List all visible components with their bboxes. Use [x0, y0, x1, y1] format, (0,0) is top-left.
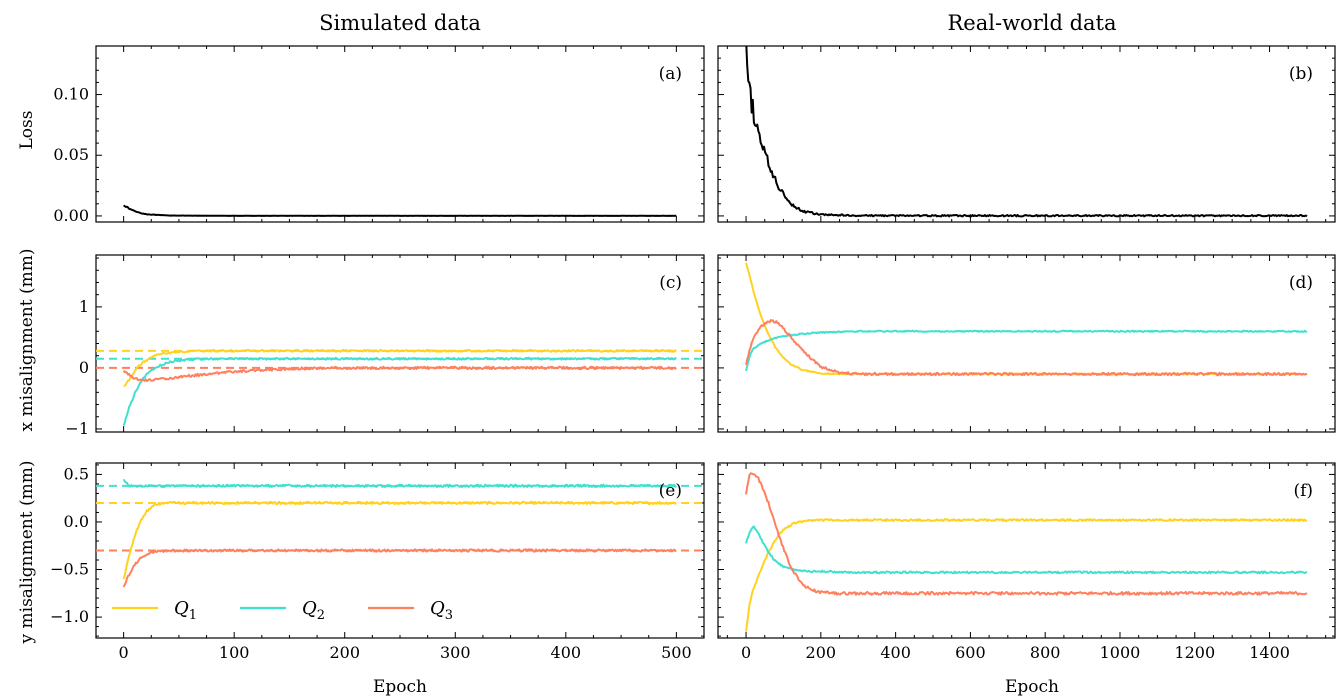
series-line-Q3 — [745, 472, 1308, 596]
panel-f: 0 200 400 600 800 1000 1200 1400 (f) — [717, 462, 1336, 662]
x-tick-label-f: 1200 — [1174, 643, 1215, 662]
series-line-Q2 — [745, 329, 1308, 372]
y-tick-label-a: 0.10 — [53, 85, 89, 104]
x-tick-label-f: 200 — [806, 643, 837, 662]
panel-d: (d) — [717, 254, 1336, 433]
left-column-title: Simulated data — [319, 11, 481, 35]
y-tick-label-a: 0.05 — [53, 145, 89, 164]
y-misalignment-axis-label: y misalignment (mm) — [17, 461, 37, 645]
series-line-Q1 — [123, 348, 677, 387]
x-tick-label-e: 300 — [440, 643, 471, 662]
legend-label-Q1: Q1 — [174, 598, 197, 623]
x-tick-label-e: 0 — [119, 643, 129, 662]
x-tick-label-f: 800 — [1030, 643, 1061, 662]
panel-label-b: (b) — [1289, 64, 1313, 84]
y-tick-label-e: −1.0 — [50, 607, 89, 626]
x-tick-label-e: 100 — [219, 643, 250, 662]
plot-area-f — [745, 472, 1308, 632]
panel-label-a: (a) — [659, 64, 682, 84]
panel-c: −1 0 1 (c) — [65, 254, 705, 438]
series-line-loss — [745, 46, 1308, 218]
y-tick-label-e: 0.5 — [64, 464, 89, 483]
legend: Q1 Q2 Q3 — [112, 598, 453, 623]
x-tick-label-f: 0 — [741, 643, 751, 662]
panel-e: 0 100 200 300 400 500 −1.0 −0.5 0.0 0.5 (e) Q1 Q2 Q3 — [50, 462, 705, 662]
x-tick-label-e: 500 — [661, 643, 692, 662]
plot-area-c — [96, 348, 704, 426]
y-tick-label-e: −0.5 — [50, 560, 89, 579]
right-epoch-axis-label: Epoch — [1005, 677, 1059, 696]
series-line-Q2 — [745, 525, 1308, 575]
legend-label-Q2: Q2 — [302, 598, 325, 623]
panel-a: 0.00 0.05 0.10 (a) — [53, 45, 705, 225]
y-tick-label-e: 0.0 — [64, 512, 89, 531]
series-line-Q1 — [745, 262, 1308, 376]
plot-area-b — [745, 46, 1308, 218]
x-tick-label-e: 400 — [551, 643, 582, 662]
series-line-Q3 — [745, 319, 1308, 377]
axes-frame-c — [95, 254, 705, 433]
axes-frame-f — [717, 462, 1336, 639]
panel-label-c: (c) — [659, 273, 682, 293]
panel-label-d: (d) — [1289, 273, 1313, 293]
y-tick-label-c: 1 — [79, 297, 89, 316]
series-line-Q2 — [122, 478, 677, 488]
plot-area-d — [745, 262, 1308, 377]
plot-area-e — [96, 478, 704, 588]
axes-frame-a — [95, 45, 705, 223]
y-tick-label-a: 0.00 — [53, 206, 89, 225]
y-tick-label-c: 0 — [79, 358, 89, 377]
series-line-Q1 — [122, 500, 677, 580]
x-tick-label-f: 1400 — [1249, 643, 1290, 662]
left-epoch-axis-label: Epoch — [373, 677, 427, 696]
series-line-loss — [123, 204, 677, 217]
panels-layer: 0.000.050.10(a) (b)−101(c) (d)0 100 200 300 40… — [50, 45, 1336, 662]
legend-label-Q3: Q3 — [430, 598, 453, 623]
y-tick-label-c: −1 — [65, 419, 89, 438]
series-line-Q2 — [122, 356, 677, 426]
right-column-title: Real-world data — [948, 11, 1117, 35]
series-line-Q3 — [122, 548, 677, 588]
x-tick-label-f: 1000 — [1100, 643, 1141, 662]
axes-frame-d — [717, 254, 1336, 433]
x-tick-label-e: 200 — [329, 643, 360, 662]
series-line-Q3 — [122, 365, 677, 383]
panel-label-e: (e) — [659, 481, 682, 501]
panel-label-f: (f) — [1293, 481, 1313, 501]
x-tick-label-f: 400 — [880, 643, 911, 662]
axes-frame-b — [717, 45, 1336, 223]
loss-axis-label: Loss — [17, 111, 37, 150]
panel-b: (b) — [717, 45, 1336, 223]
x-tick-label-f: 600 — [955, 643, 986, 662]
series-line-Q1 — [745, 518, 1308, 632]
x-misalignment-axis-label: x misalignment (mm) — [17, 249, 37, 432]
plot-area-a — [123, 204, 677, 217]
